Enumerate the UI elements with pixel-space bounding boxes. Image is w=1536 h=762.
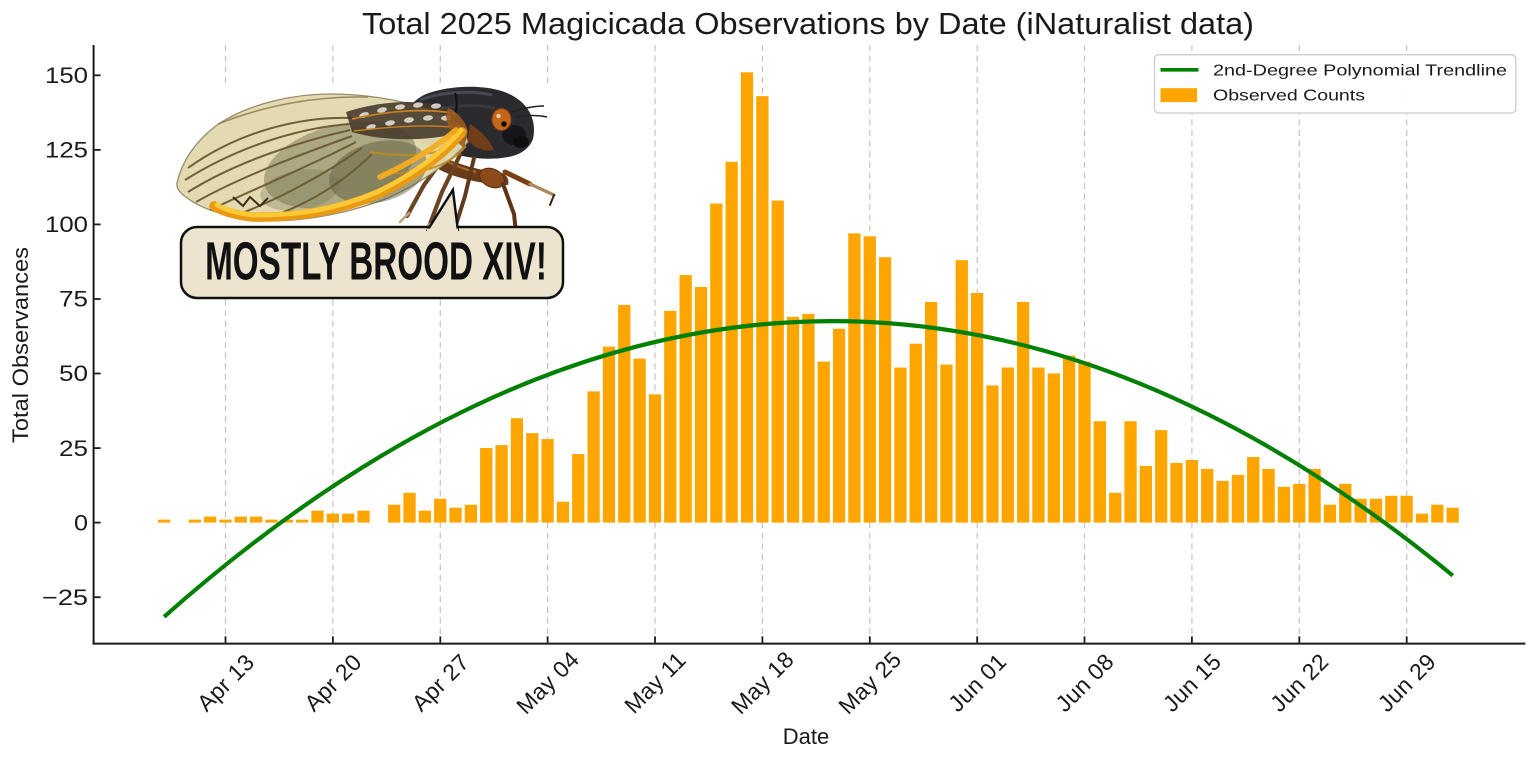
svg-text:Jun 15: Jun 15 bbox=[1158, 648, 1226, 716]
svg-text:Jun 08: Jun 08 bbox=[1050, 648, 1118, 716]
svg-text:0: 0 bbox=[74, 510, 88, 535]
svg-text:Apr 20: Apr 20 bbox=[299, 649, 367, 717]
svg-text:Jun 22: Jun 22 bbox=[1265, 648, 1333, 716]
svg-text:May 18: May 18 bbox=[726, 646, 799, 719]
svg-text:100: 100 bbox=[45, 212, 88, 237]
svg-text:May 04: May 04 bbox=[511, 646, 584, 719]
svg-text:125: 125 bbox=[45, 138, 88, 163]
svg-text:Jun 29: Jun 29 bbox=[1372, 648, 1440, 716]
svg-text:Total Observances: Total Observances bbox=[8, 247, 33, 443]
svg-text:25: 25 bbox=[59, 436, 88, 461]
svg-text:May 11: May 11 bbox=[619, 647, 691, 719]
svg-text:Observed Counts: Observed Counts bbox=[1213, 88, 1365, 105]
svg-text:MOSTLY BROOD XIV!: MOSTLY BROOD XIV! bbox=[205, 230, 547, 291]
svg-text:−25: −25 bbox=[42, 585, 88, 610]
svg-text:May 25: May 25 bbox=[833, 646, 906, 719]
svg-text:50: 50 bbox=[59, 361, 88, 386]
svg-text:Apr 13: Apr 13 bbox=[192, 649, 260, 717]
svg-text:Apr 27: Apr 27 bbox=[407, 649, 475, 717]
svg-text:Date: Date bbox=[783, 724, 829, 749]
svg-text:Total 2025 Magicicada Observat: Total 2025 Magicicada Observations by Da… bbox=[362, 7, 1254, 41]
svg-text:75: 75 bbox=[59, 287, 88, 312]
svg-text:2nd-Degree Polynomial Trendlin: 2nd-Degree Polynomial Trendline bbox=[1213, 62, 1507, 79]
svg-text:Jun 01: Jun 01 bbox=[943, 648, 1011, 716]
svg-text:150: 150 bbox=[45, 63, 88, 88]
